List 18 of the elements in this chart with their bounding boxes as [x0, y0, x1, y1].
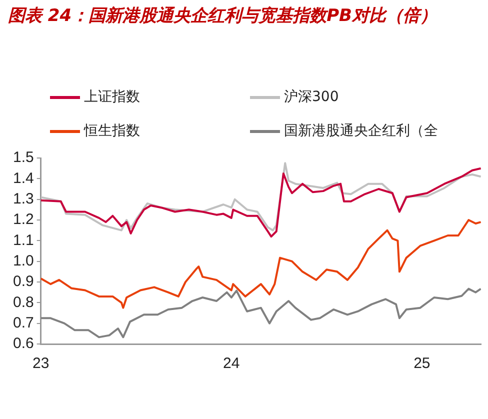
y-tick-label: 1.5 — [12, 149, 34, 166]
y-tick-label: 0.7 — [12, 314, 34, 332]
legend-label: 恒生指数 — [84, 122, 140, 140]
y-tick-label: 1.1 — [12, 232, 34, 249]
y-tick-label: 1.4 — [12, 170, 34, 187]
legend-label: 沪深300 — [284, 88, 339, 106]
y-tick-label: 1.0 — [12, 252, 34, 270]
chart-title: 图表 24：国新港股通央企红利与宽基指数PB对比（倍） — [8, 5, 438, 28]
y-tick-label: 0.6 — [12, 335, 34, 352]
legend-label: 上证指数 — [84, 88, 140, 106]
x-tick-label: 24 — [223, 355, 240, 372]
y-tick-label: 0.8 — [12, 294, 34, 311]
legend-label: 国新港股通央企红利（全 — [284, 122, 438, 140]
x-tick-label: 23 — [32, 355, 50, 372]
y-tick-label: 1.2 — [12, 211, 34, 228]
y-tick-label: 1.3 — [12, 190, 34, 208]
x-tick-label: 25 — [414, 355, 430, 372]
y-tick-label: 0.9 — [12, 273, 34, 290]
